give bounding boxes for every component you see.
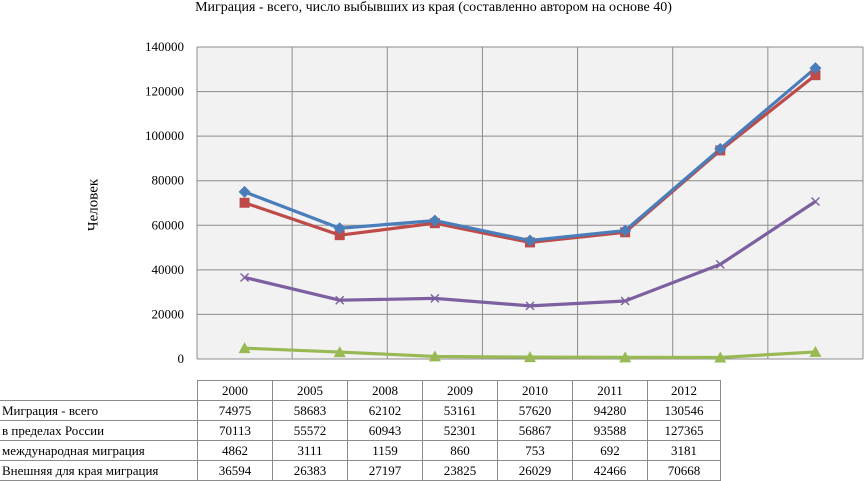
- plot-area: [197, 47, 863, 359]
- x-category-label: 2010: [497, 380, 573, 401]
- data-point-marker: [619, 224, 632, 237]
- data-point-marker: [714, 142, 727, 155]
- chart-title: Миграция - всего, число выбывших из края…: [195, 0, 672, 15]
- data-value: 26383: [272, 460, 348, 481]
- data-value: 27197: [347, 460, 423, 481]
- gridlines: [196, 46, 864, 360]
- data-point-marker: [430, 293, 440, 303]
- table-corner: [0, 380, 198, 401]
- data-value: 93588: [572, 420, 648, 441]
- data-point-marker: [428, 350, 441, 362]
- data-point-marker: [715, 259, 725, 269]
- series-name: международная миграция: [0, 440, 198, 461]
- data-value: 74975: [197, 400, 273, 421]
- x-category-label: 2012: [647, 380, 721, 401]
- data-point-marker: [238, 342, 251, 354]
- data-point-marker: [810, 197, 820, 207]
- data-value: 26029: [497, 460, 573, 481]
- data-point-marker: [524, 234, 536, 247]
- table-row: Миграция - всего 74975 58683 62102 53161 5762…: [0, 400, 721, 421]
- data-value: 58683: [272, 400, 348, 421]
- data-point-marker: [335, 295, 345, 305]
- y-tick-label: 40000: [152, 262, 185, 277]
- data-point-marker: [619, 351, 632, 363]
- data-point-marker: [714, 351, 727, 363]
- line-chart: 0 20000 40000 60000 80000 100000 120000 140000: [145, 39, 864, 366]
- data-value: 62102: [347, 400, 423, 421]
- data-value: 1159: [347, 440, 423, 461]
- table-header-row: 2000 2005 2008 2009 2010 2011 2012: [0, 380, 721, 401]
- series-markers: [238, 62, 822, 363]
- data-point-marker: [334, 230, 345, 241]
- data-point-marker: [525, 301, 535, 311]
- y-tick-label: 100000: [145, 128, 184, 143]
- data-value: 127365: [647, 420, 721, 441]
- data-point-marker: [333, 346, 346, 358]
- data-value: 3111: [272, 440, 348, 461]
- data-value: 3181: [647, 440, 721, 461]
- series-name: в пределах России: [0, 420, 198, 441]
- data-value: 130546: [647, 400, 721, 421]
- y-tick-label: 60000: [152, 217, 185, 232]
- table-row: в пределах России 70113 55572 60943 52301 568…: [0, 420, 721, 441]
- x-category-label: 2009: [422, 380, 498, 401]
- y-tick-label: 120000: [145, 84, 184, 99]
- data-point-marker: [524, 351, 536, 363]
- table-row: Внешняя для края миграция 36594 26383 27197…: [0, 460, 721, 481]
- data-value: 53161: [422, 400, 498, 421]
- y-tick-label: 140000: [145, 39, 184, 54]
- data-value: 57620: [497, 400, 573, 421]
- x-category-label: 2005: [272, 380, 348, 401]
- y-tick-label: 20000: [152, 306, 185, 321]
- data-value: 55572: [272, 420, 348, 441]
- data-point-marker: [428, 214, 441, 227]
- data-point-marker: [620, 296, 630, 306]
- data-value: 692: [572, 440, 648, 461]
- data-table: 2000 2005 2008 2009 2010 2011 2012 Миграция - в…: [0, 380, 721, 481]
- y-axis-ticks: 0 20000 40000 60000 80000 100000 120000 140000: [145, 39, 184, 366]
- data-point-marker: [810, 70, 821, 81]
- data-value: 60943: [347, 420, 423, 441]
- data-value: 4862: [197, 440, 273, 461]
- data-point-marker: [809, 345, 822, 357]
- data-point-marker: [809, 62, 822, 75]
- data-value: 753: [497, 440, 573, 461]
- data-value: 52301: [422, 420, 498, 441]
- data-point-marker: [333, 222, 346, 235]
- data-value: 23825: [422, 460, 498, 481]
- data-value: 70113: [197, 420, 273, 441]
- x-category-label: 2008: [347, 380, 423, 401]
- table-row: международная миграция 4862 3111 1159 860 753…: [0, 440, 721, 461]
- data-value: 42466: [572, 460, 648, 481]
- series-name: Внешняя для края миграция: [0, 460, 198, 481]
- data-value: 56867: [497, 420, 573, 441]
- y-tick-label: 80000: [152, 173, 185, 188]
- data-value: 36594: [197, 460, 273, 481]
- data-value: 94280: [572, 400, 648, 421]
- series-name: Миграция - всего: [0, 400, 198, 421]
- data-point-marker: [239, 197, 250, 208]
- x-category-label: 2011: [572, 380, 648, 401]
- x-category-label: 2000: [197, 380, 273, 401]
- y-tick-label: 0: [178, 351, 185, 366]
- data-point-marker: [238, 185, 251, 198]
- data-value: 70668: [647, 460, 721, 481]
- data-point-marker: [240, 272, 250, 282]
- data-value: 860: [422, 440, 498, 461]
